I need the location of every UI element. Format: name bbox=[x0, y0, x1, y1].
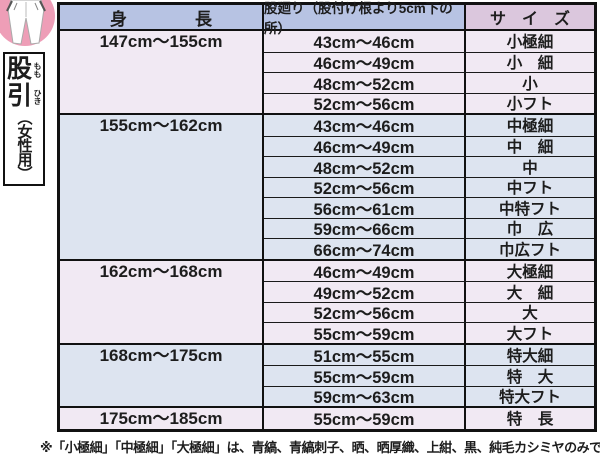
size-name: 小 細 bbox=[506, 55, 554, 73]
size-name: 大 細 bbox=[506, 284, 554, 302]
height-cell: 175cm～185cm bbox=[60, 408, 264, 429]
waist-range: 51cm～55cm bbox=[264, 344, 466, 366]
size-name: 小フト bbox=[506, 96, 554, 114]
furigana-hiki: ひき bbox=[33, 89, 42, 105]
momohiki-illustration bbox=[0, 0, 55, 46]
height-group-5: 175cm～185cm 55cm～59cm 特 長 bbox=[60, 406, 594, 429]
waist-range: 59cm～66cm bbox=[264, 218, 466, 239]
product-label-box: 股 引 もも ひき （女性用） bbox=[3, 52, 45, 186]
height-group-1: 147cm～155cm 43cm～46cm 小極細 46cm～49cm 小 細 … bbox=[60, 31, 594, 114]
height-cell: 147cm～155cm bbox=[60, 31, 264, 113]
waist-range: 52cm～56cm bbox=[264, 93, 466, 114]
waist-range: 55cm～59cm bbox=[264, 323, 466, 344]
height-group-3: 162cm～168cm 46cm～49cm 大極細 49cm～52cm 大 細 … bbox=[60, 258, 594, 344]
table-row: 66cm～74cm 巾広フト bbox=[264, 238, 594, 260]
table-row: 52cm～56cm 小フト bbox=[264, 92, 594, 114]
waist-range: 52cm～56cm bbox=[264, 302, 466, 323]
waist-range: 46cm～49cm bbox=[264, 52, 466, 73]
size-name: 特 長 bbox=[506, 411, 554, 429]
waist-range: 55cm～59cm bbox=[264, 366, 466, 387]
table-row: 55cm～59cm 大フト bbox=[264, 322, 594, 344]
table-row: 59cm～66cm 巾 広 bbox=[264, 217, 594, 239]
size-name: 小極細 bbox=[506, 34, 554, 52]
height-cell: 162cm～168cm bbox=[60, 260, 264, 343]
size-table: 身 長 股廻り（股付け根より5cm下の所） サ イ ズ 147cm～155cm … bbox=[57, 1, 597, 432]
product-name: 股 引 もも ひき bbox=[6, 55, 42, 110]
waist-range: 48cm～52cm bbox=[264, 73, 466, 94]
size-name: 大極細 bbox=[506, 263, 554, 281]
size-name: 中特フト bbox=[498, 200, 561, 218]
waist-range: 49cm～52cm bbox=[264, 282, 466, 303]
header-size: サ イ ズ bbox=[466, 5, 594, 29]
waist-range: 55cm～59cm bbox=[264, 408, 466, 429]
size-name: 中フト bbox=[506, 180, 554, 198]
size-name: 特大細 bbox=[506, 347, 554, 365]
footnote-fabrics: 青縞、青縞刺子、晒、晒厚織、上紺、黒、純毛カシミヤ bbox=[251, 440, 565, 455]
footnote-prefix: ※「小極細」「中極細」「大極細」は、 bbox=[40, 440, 252, 455]
waist-range: 43cm～46cm bbox=[264, 31, 466, 52]
table-row: 48cm～52cm 中 bbox=[264, 156, 594, 178]
table-row: 52cm～56cm 中フト bbox=[264, 176, 594, 198]
waist-range: 48cm～52cm bbox=[264, 157, 466, 178]
size-name: 中 細 bbox=[506, 139, 554, 157]
table-header-row: 身 長 股廻り（股付け根より5cm下の所） サ イ ズ bbox=[60, 1, 594, 36]
header-height: 身 長 bbox=[60, 5, 264, 29]
height-cell: 155cm～162cm bbox=[60, 115, 264, 259]
table-row: 56cm～61cm 中特フト bbox=[264, 197, 594, 219]
product-kanji-1: 股 bbox=[6, 55, 32, 83]
furigana-momo: もも bbox=[33, 62, 42, 78]
size-name: 中極細 bbox=[506, 118, 554, 136]
table-row: 46cm～49cm 大極細 bbox=[264, 260, 594, 282]
table-row: 51cm～55cm 特大細 bbox=[264, 344, 594, 366]
table-row: 55cm～59cm 特 長 bbox=[264, 408, 594, 429]
header-waist: 股廻り（股付け根より5cm下の所） bbox=[264, 1, 466, 36]
product-kanji-2: 引 bbox=[6, 82, 32, 110]
size-name: 大 bbox=[522, 305, 538, 323]
table-row: 55cm～59cm 特 大 bbox=[264, 365, 594, 387]
table-row: 52cm～56cm 大 bbox=[264, 301, 594, 323]
waist-range: 52cm～56cm bbox=[264, 177, 466, 198]
size-name: 巾広フト bbox=[498, 241, 561, 259]
size-name: 特大フト bbox=[498, 389, 561, 407]
waist-range: 46cm～49cm bbox=[264, 260, 466, 282]
height-group-2: 155cm～162cm 43cm～46cm 中極細 46cm～49cm 中 細 … bbox=[60, 113, 594, 260]
table-row: 43cm～46cm 小極細 bbox=[264, 31, 594, 52]
footnote: ※「小極細」「中極細」「大極細」は、青縞、青縞刺子、晒、晒厚織、上紺、黒、純毛カ… bbox=[40, 437, 600, 456]
table-row: 48cm～52cm 小 bbox=[264, 72, 594, 94]
size-name: 巾 広 bbox=[506, 221, 554, 239]
waist-range: 56cm～61cm bbox=[264, 198, 466, 219]
table-row: 46cm～49cm 小 細 bbox=[264, 51, 594, 73]
table-row: 46cm～49cm 中 細 bbox=[264, 135, 594, 157]
size-name: 大フト bbox=[506, 325, 554, 343]
product-label-suffix: （女性用） bbox=[15, 110, 33, 180]
size-name: 小 bbox=[522, 75, 538, 93]
waist-range: 66cm～74cm bbox=[264, 239, 466, 260]
size-name: 中 bbox=[522, 159, 538, 177]
waist-range: 46cm～49cm bbox=[264, 136, 466, 157]
table-row: 43cm～46cm 中極細 bbox=[264, 115, 594, 136]
height-cell: 168cm～175cm bbox=[60, 344, 264, 406]
waist-range: 43cm～46cm bbox=[264, 115, 466, 136]
footnote-suffix: のみです。 bbox=[564, 440, 600, 455]
waist-range: 59cm～63cm bbox=[264, 386, 466, 407]
size-name: 特 大 bbox=[506, 368, 554, 386]
table-row: 49cm～52cm 大 細 bbox=[264, 281, 594, 303]
height-group-4: 168cm～175cm 51cm～55cm 特大細 55cm～59cm 特 大 … bbox=[60, 342, 594, 407]
table-row: 59cm～63cm 特大フト bbox=[264, 385, 594, 407]
